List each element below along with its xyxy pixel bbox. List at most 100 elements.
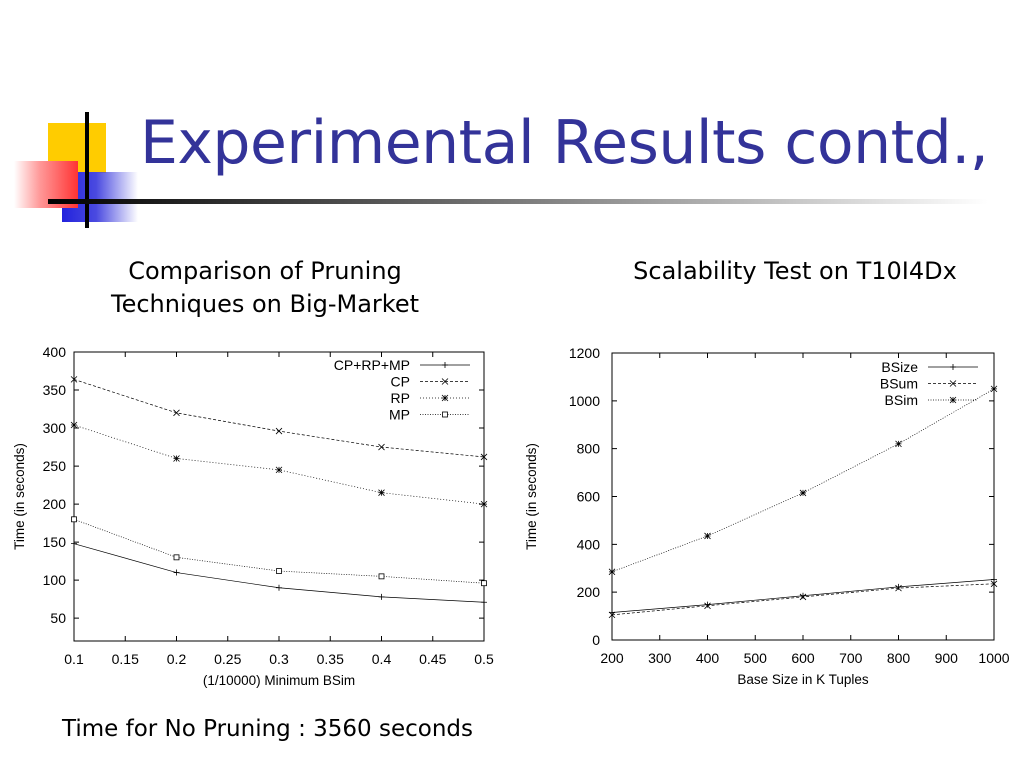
data-point	[991, 576, 997, 583]
x-tick-label: 1000	[978, 650, 1009, 666]
y-tick-label: 0	[592, 632, 600, 648]
series-line	[73, 424, 485, 505]
x-tick-label: 0.2	[167, 651, 187, 667]
data-point	[173, 455, 180, 462]
x-tick-label: 0.15	[112, 651, 139, 667]
y-tick-label: 600	[577, 489, 601, 505]
x-tick-label: 200	[600, 650, 624, 666]
data-point	[173, 554, 180, 561]
x-tick-label: 400	[696, 650, 720, 666]
x-tick-label: 900	[935, 650, 959, 666]
x-tick-label: 800	[887, 650, 911, 666]
slide-title: Experimental Results contd.,	[140, 108, 989, 178]
data-point	[608, 611, 616, 619]
data-point	[275, 427, 283, 435]
right-chart-caption: Scalability Test on T10I4Dx	[633, 257, 957, 285]
x-tick-label: 0.4	[372, 651, 392, 667]
y-tick-label: 1200	[569, 345, 600, 361]
left-chart-caption-line1: Comparison of Pruning	[128, 257, 402, 285]
x-axis-label: Base Size in K Tuples	[737, 672, 869, 687]
x-tick-label: 0.5	[474, 651, 494, 667]
x-tick-label: 0.35	[317, 651, 344, 667]
data-point	[990, 580, 998, 588]
data-point	[378, 593, 385, 600]
series-mp	[71, 516, 487, 587]
legend-label: BSim	[885, 392, 918, 408]
y-axis-label: Time (in seconds)	[524, 443, 539, 550]
data-point	[276, 584, 282, 591]
data-point	[70, 376, 78, 383]
data-point	[173, 409, 180, 417]
data-point	[276, 568, 282, 574]
y-tick-label: 200	[43, 496, 67, 512]
legend-label: BSize	[881, 359, 918, 375]
y-tick-label: 100	[43, 572, 67, 588]
data-point	[378, 489, 385, 496]
legend-marker	[949, 380, 957, 387]
data-point	[275, 466, 283, 474]
data-point	[895, 584, 902, 592]
series-rp	[70, 421, 488, 508]
x-tick-label: 0.45	[419, 651, 446, 667]
plot-frame	[73, 351, 485, 642]
legend-marker	[441, 378, 449, 385]
legend-marker	[442, 411, 448, 418]
x-tick-label: 700	[839, 650, 863, 666]
legend-label: CP	[391, 374, 410, 390]
data-point	[481, 580, 487, 587]
y-tick-label: 50	[50, 610, 66, 626]
data-point	[704, 601, 711, 608]
legend-marker	[950, 364, 956, 370]
data-point	[800, 592, 806, 599]
y-tick-label: 800	[577, 441, 601, 457]
data-point	[799, 593, 807, 601]
data-point	[704, 532, 711, 540]
x-tick-label: 300	[648, 650, 672, 666]
x-tick-label: 600	[791, 650, 815, 666]
data-point	[990, 385, 998, 393]
y-tick-label: 350	[43, 382, 67, 398]
data-point	[895, 583, 902, 590]
y-tick-label: 1000	[569, 393, 600, 409]
no-pruning-note: Time for No Pruning : 3560 seconds	[62, 716, 473, 742]
data-point	[480, 453, 488, 461]
data-point	[481, 599, 487, 606]
series-cp-rp-mp	[71, 540, 487, 606]
y-tick-label: 400	[43, 344, 67, 360]
series-line	[611, 388, 995, 573]
data-point	[378, 443, 385, 451]
y-tick-label: 200	[577, 584, 601, 600]
logo-vertical-line	[85, 112, 89, 228]
data-point	[704, 602, 711, 610]
series-bsum	[608, 580, 998, 619]
left-chart-caption-line2: Techniques on Big-Market	[110, 290, 420, 318]
data-point	[480, 500, 488, 508]
y-tick-label: 150	[43, 534, 67, 550]
data-point	[895, 440, 902, 448]
legend-label: BSum	[880, 376, 918, 392]
title-underline	[48, 199, 988, 204]
legend-label: CP+RP+MP	[334, 357, 410, 373]
legend-marker	[442, 362, 448, 368]
y-tick-label: 250	[43, 458, 67, 474]
x-tick-label: 0.3	[269, 651, 289, 667]
y-axis-label: Time (in seconds)	[12, 443, 27, 550]
left-chart-caption: Comparison of Pruning Techniques on Big-…	[40, 255, 490, 321]
data-point	[71, 540, 77, 547]
data-point	[378, 573, 385, 580]
data-point	[799, 489, 807, 497]
data-point	[173, 569, 180, 576]
legend-marker	[441, 394, 449, 402]
y-tick-label: 400	[577, 536, 601, 552]
x-axis-label: (1/10000) Minimum BSim	[203, 673, 355, 688]
data-point	[71, 516, 77, 523]
series-line	[73, 379, 485, 458]
x-tick-label: 0.1	[64, 651, 84, 667]
data-point	[70, 421, 78, 429]
legend-label: MP	[389, 407, 410, 423]
pruning-comparison-chart: 0.1 0.15 0.2 0.25 0.3 0.35 0.4 0.45 0.5 50 100 150 2…	[12, 344, 494, 688]
scalability-test-chart: 200 300 400 500 600 700 800 900 1000020040060080…	[524, 345, 1010, 687]
legend-marker	[949, 396, 957, 404]
series-bsim	[608, 385, 998, 576]
series-cp	[70, 376, 488, 461]
